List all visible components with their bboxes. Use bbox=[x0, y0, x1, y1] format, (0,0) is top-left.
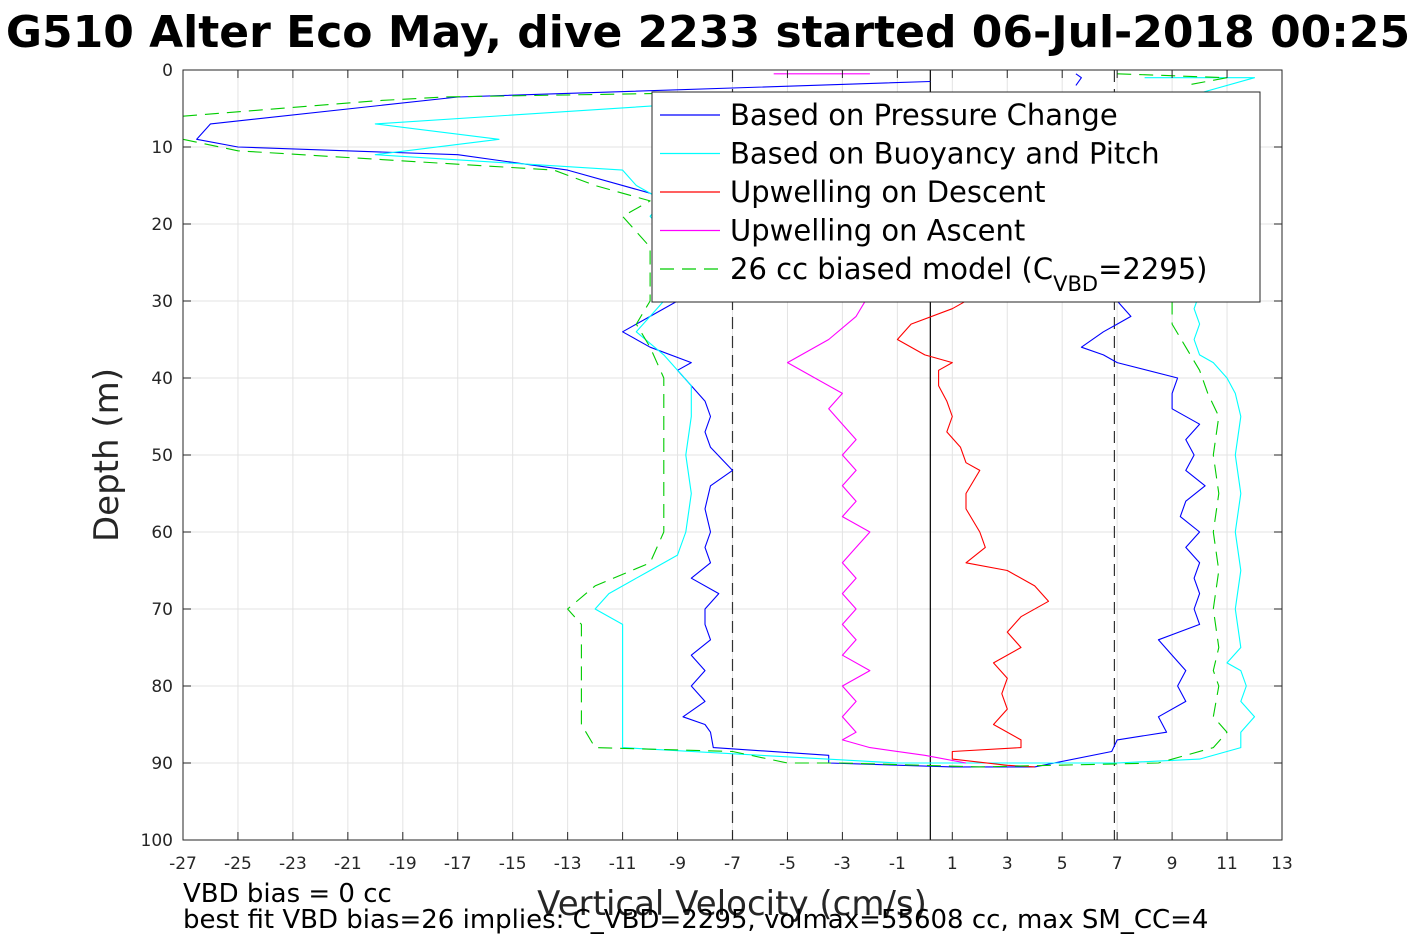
series-line-5 bbox=[182, 138, 1228, 768]
y-tick-label: 30 bbox=[151, 292, 173, 312]
x-tick-label: -19 bbox=[389, 854, 417, 874]
x-tick-label: 5 bbox=[1057, 854, 1068, 874]
y-tick-label: 50 bbox=[151, 446, 173, 466]
legend-label: Upwelling on Ascent bbox=[730, 214, 1025, 248]
chart-title: G510 Alter Eco May, dive 2233 started 06… bbox=[6, 7, 1410, 58]
x-tick-label: 7 bbox=[1112, 854, 1123, 874]
x-tick-label: 11 bbox=[1216, 854, 1238, 874]
x-tick-label: -23 bbox=[279, 854, 307, 874]
y-tick-label: 70 bbox=[151, 600, 173, 620]
y-tick-label: 0 bbox=[162, 61, 173, 81]
legend-label: 26 cc biased model (CVBD=2295) bbox=[730, 252, 1208, 296]
y-tick-label: 90 bbox=[151, 754, 173, 774]
x-tick-label: -9 bbox=[669, 854, 686, 874]
y-tick-label: 20 bbox=[151, 215, 173, 235]
x-tick-label: -21 bbox=[334, 854, 362, 874]
x-tick-label: 3 bbox=[1002, 854, 1013, 874]
x-tick-label: -5 bbox=[779, 854, 796, 874]
x-axis-label: Vertical Velocity (cm/s) bbox=[537, 884, 927, 924]
y-tick-label: 10 bbox=[151, 138, 173, 158]
y-tick-label: 60 bbox=[151, 523, 173, 543]
x-tick-label: -7 bbox=[724, 854, 741, 874]
series-line-4 bbox=[786, 293, 967, 764]
y-tick-label: 80 bbox=[151, 677, 173, 697]
x-tick-label: -17 bbox=[444, 854, 472, 874]
legend-label: Based on Pressure Change bbox=[730, 98, 1118, 132]
axis-ticks: -27 -25 -23 -21 -19 -17 -15 -13 -11 -9 -7 -5 -3 -1 1 3 5… bbox=[141, 61, 1293, 874]
series-line-3 bbox=[896, 292, 1050, 768]
y-tick-label: 100 bbox=[141, 831, 173, 851]
x-tick-label: -3 bbox=[834, 854, 851, 874]
legend-label: Upwelling on Descent bbox=[730, 175, 1046, 209]
x-tick-label: 1 bbox=[947, 854, 958, 874]
vbd-bias-text: VBD bias = 0 cc bbox=[183, 879, 392, 909]
best-fit-text: best fit VBD bias=26 implies: C_VBD=2295… bbox=[183, 905, 1208, 935]
x-tick-label: -27 bbox=[169, 854, 197, 874]
series-line-5 bbox=[1117, 73, 1228, 86]
y-axis-label: Depth (m) bbox=[87, 368, 127, 542]
x-tick-label: 13 bbox=[1271, 854, 1293, 874]
y-tick-label: 40 bbox=[151, 369, 173, 389]
x-tick-label: 9 bbox=[1167, 854, 1178, 874]
x-tick-label: -11 bbox=[609, 854, 637, 874]
legend-entries: Based on Pressure Change Based on Buoyanc… bbox=[660, 98, 1208, 296]
x-tick-label: -25 bbox=[224, 854, 252, 874]
series-line-1 bbox=[1075, 73, 1082, 86]
legend-label: Based on Buoyancy and Pitch bbox=[730, 137, 1160, 171]
x-tick-label: -1 bbox=[889, 854, 906, 874]
series-line-1 bbox=[196, 80, 1206, 768]
x-tick-label: -15 bbox=[499, 854, 527, 874]
legend-box bbox=[651, 91, 1261, 303]
x-tick-label: -13 bbox=[554, 854, 582, 874]
legend: Based on Pressure Change Based on Buoyanc… bbox=[651, 91, 1261, 303]
